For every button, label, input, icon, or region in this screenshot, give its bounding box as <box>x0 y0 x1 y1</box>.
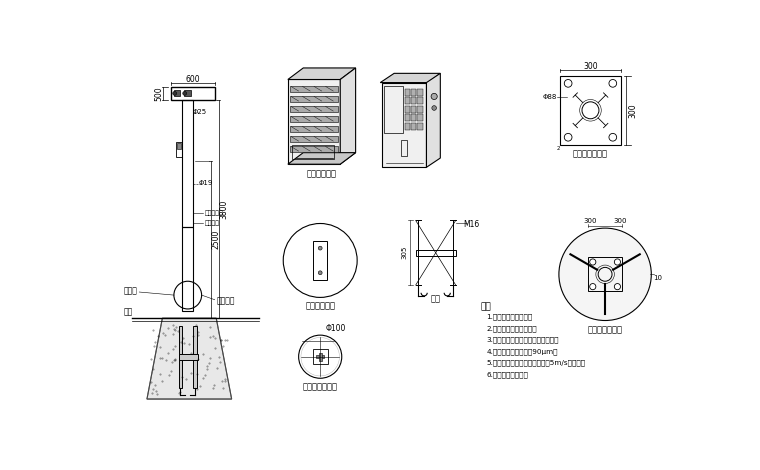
Text: 6.横箋、避雷针可折: 6.横箋、避雷针可折 <box>486 371 528 378</box>
Bar <box>405 89 410 96</box>
Polygon shape <box>426 73 440 167</box>
Bar <box>405 123 410 130</box>
Bar <box>417 106 423 113</box>
Bar <box>312 349 328 364</box>
Text: 300: 300 <box>614 218 627 224</box>
Bar <box>417 123 423 130</box>
Polygon shape <box>147 318 232 399</box>
Text: 防水符放大图: 防水符放大图 <box>307 170 337 179</box>
Bar <box>417 114 423 121</box>
Bar <box>401 141 407 156</box>
Text: 底座法兰: 底座法兰 <box>217 297 235 306</box>
Bar <box>417 97 423 104</box>
Text: 1.主干为国标开锂管。: 1.主干为国标开锂管。 <box>486 313 533 320</box>
Bar <box>411 106 416 113</box>
Polygon shape <box>184 90 191 96</box>
Bar <box>182 227 193 311</box>
Text: 下段棕色: 下段棕色 <box>204 220 220 226</box>
Text: 300: 300 <box>583 218 597 224</box>
Bar <box>417 89 423 96</box>
Bar <box>290 86 338 92</box>
Bar <box>182 100 193 227</box>
Polygon shape <box>380 73 440 83</box>
Text: 3800: 3800 <box>220 199 229 219</box>
Text: Φ19: Φ19 <box>198 180 213 186</box>
Text: 305: 305 <box>402 246 408 259</box>
Bar <box>176 142 182 157</box>
Bar <box>318 353 321 360</box>
Bar <box>384 86 403 133</box>
Circle shape <box>614 283 620 290</box>
Bar <box>290 106 338 112</box>
Circle shape <box>432 106 436 110</box>
Circle shape <box>590 283 596 290</box>
Text: 300: 300 <box>583 62 598 71</box>
Text: 地笼: 地笼 <box>431 294 441 304</box>
Circle shape <box>431 94 437 100</box>
Bar <box>313 241 327 280</box>
Bar <box>290 96 338 102</box>
Bar <box>560 76 620 145</box>
Text: 底座法兰放大图: 底座法兰放大图 <box>587 325 622 334</box>
Circle shape <box>614 259 620 265</box>
Text: 2500: 2500 <box>212 230 220 250</box>
Text: 说明: 说明 <box>480 302 491 311</box>
Polygon shape <box>288 79 340 164</box>
Bar <box>416 250 456 256</box>
Text: 维修孔: 维修孔 <box>124 286 138 295</box>
Circle shape <box>173 92 176 95</box>
Text: 2: 2 <box>556 146 560 151</box>
Text: 300: 300 <box>629 103 638 118</box>
Bar <box>411 97 416 104</box>
Bar <box>405 106 410 113</box>
Text: Φ100: Φ100 <box>325 324 346 334</box>
Circle shape <box>318 246 322 250</box>
Bar <box>290 146 338 152</box>
Bar <box>411 123 416 130</box>
Bar <box>290 136 338 142</box>
Text: M16: M16 <box>463 220 480 229</box>
Bar <box>290 116 338 122</box>
Text: 10: 10 <box>653 275 662 281</box>
Bar <box>193 326 197 387</box>
Bar <box>411 114 416 121</box>
Bar <box>405 97 410 104</box>
Bar <box>179 326 182 387</box>
Circle shape <box>559 228 651 321</box>
Bar <box>292 145 334 159</box>
Polygon shape <box>288 153 356 164</box>
Text: 4.钔管度锨锐层度护为90μm。: 4.钔管度锨锐层度护为90μm。 <box>486 348 558 354</box>
Text: Φ88: Φ88 <box>543 94 557 100</box>
Text: 3.喂涂后不再进行任何加工和焊接。: 3.喂涂后不再进行任何加工和焊接。 <box>486 337 559 343</box>
Text: 600: 600 <box>186 75 201 84</box>
Text: 2.上下法兰加强板连接。: 2.上下法兰加强板连接。 <box>486 325 537 331</box>
Text: Φ25: Φ25 <box>193 109 207 115</box>
Polygon shape <box>288 68 356 79</box>
Text: 维修孔放大图: 维修孔放大图 <box>306 301 335 310</box>
Polygon shape <box>340 68 356 164</box>
Polygon shape <box>174 90 180 96</box>
Text: 5.立杆、横箋和其它部件应能扶5m/s的风速。: 5.立杆、横箋和其它部件应能扶5m/s的风速。 <box>486 360 586 366</box>
Text: 杆机法兰放大图: 杆机法兰放大图 <box>302 382 337 391</box>
Bar <box>177 143 181 149</box>
Bar <box>290 125 338 132</box>
Circle shape <box>318 271 322 274</box>
Bar <box>179 353 198 360</box>
Bar <box>171 87 216 100</box>
Bar <box>316 355 324 358</box>
Bar <box>588 258 622 291</box>
Circle shape <box>590 259 596 265</box>
Bar <box>405 114 410 121</box>
Text: 500: 500 <box>154 86 163 101</box>
Circle shape <box>182 92 187 95</box>
Polygon shape <box>382 83 426 167</box>
Bar <box>411 89 416 96</box>
Text: 上段山屲色: 上段山屲色 <box>204 211 223 216</box>
Text: 地笼: 地笼 <box>124 307 133 316</box>
Text: 底座法兰正视图: 底座法兰正视图 <box>573 149 608 159</box>
